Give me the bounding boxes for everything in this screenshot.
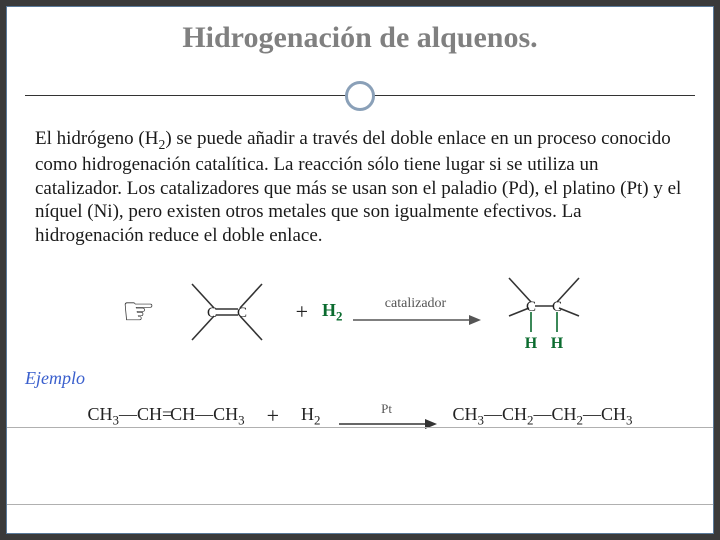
svg-text:C: C <box>237 305 247 321</box>
h2-h: H <box>322 300 336 320</box>
reaction-row-2: CH3—CH=CH—CH3 + H2 Pt CH3—CH2—CH2—CH3 <box>7 393 713 443</box>
body-paragraph: El hidrógeno (H2) se puede añadir a trav… <box>7 111 713 256</box>
svg-text:H: H <box>550 335 563 352</box>
product-formula: CH3—CH2—CH2—CH3 <box>453 404 633 429</box>
catalyst-label-1: catalizador <box>385 296 446 312</box>
slide-title: Hidrogenación de alquenos. <box>7 21 713 55</box>
plus-sign-2: + <box>253 403 293 429</box>
thin-separator-1 <box>7 427 713 428</box>
reaction-row-1: ☞ C C + H2 <box>25 262 695 362</box>
reaction-diagram-1: ☞ C C + H2 <box>25 262 695 362</box>
alkene-structure: C C <box>172 272 282 352</box>
h2-sub: 2 <box>336 308 342 323</box>
title-wrap: Hidrogenación de alquenos. <box>7 7 713 55</box>
thin-separator-2 <box>7 504 713 505</box>
svg-text:C: C <box>551 299 561 315</box>
slide: Hidrogenación de alquenos. El hidrógeno … <box>6 6 714 534</box>
pointer-hand-icon: ☞ <box>122 289 164 334</box>
svg-text:C: C <box>525 299 535 315</box>
h2-molecule: H2 <box>322 300 343 325</box>
catalyst-label-2: Pt <box>381 401 392 417</box>
reaction-arrow-1: catalizador <box>351 296 481 328</box>
title-divider <box>7 81 713 111</box>
para-pre: El hidrógeno (H <box>35 128 158 149</box>
h2-molecule-2: H2 <box>301 404 320 429</box>
svg-text:C: C <box>207 305 217 321</box>
plus-sign-1: + <box>290 299 314 325</box>
reactant-formula: CH3—CH=CH—CH3 <box>87 404 244 429</box>
ejemplo-label: Ejemplo <box>25 368 713 389</box>
divider-ring-icon <box>345 81 375 111</box>
alkane-structure: C C H H <box>489 266 599 358</box>
svg-text:H: H <box>524 335 537 352</box>
